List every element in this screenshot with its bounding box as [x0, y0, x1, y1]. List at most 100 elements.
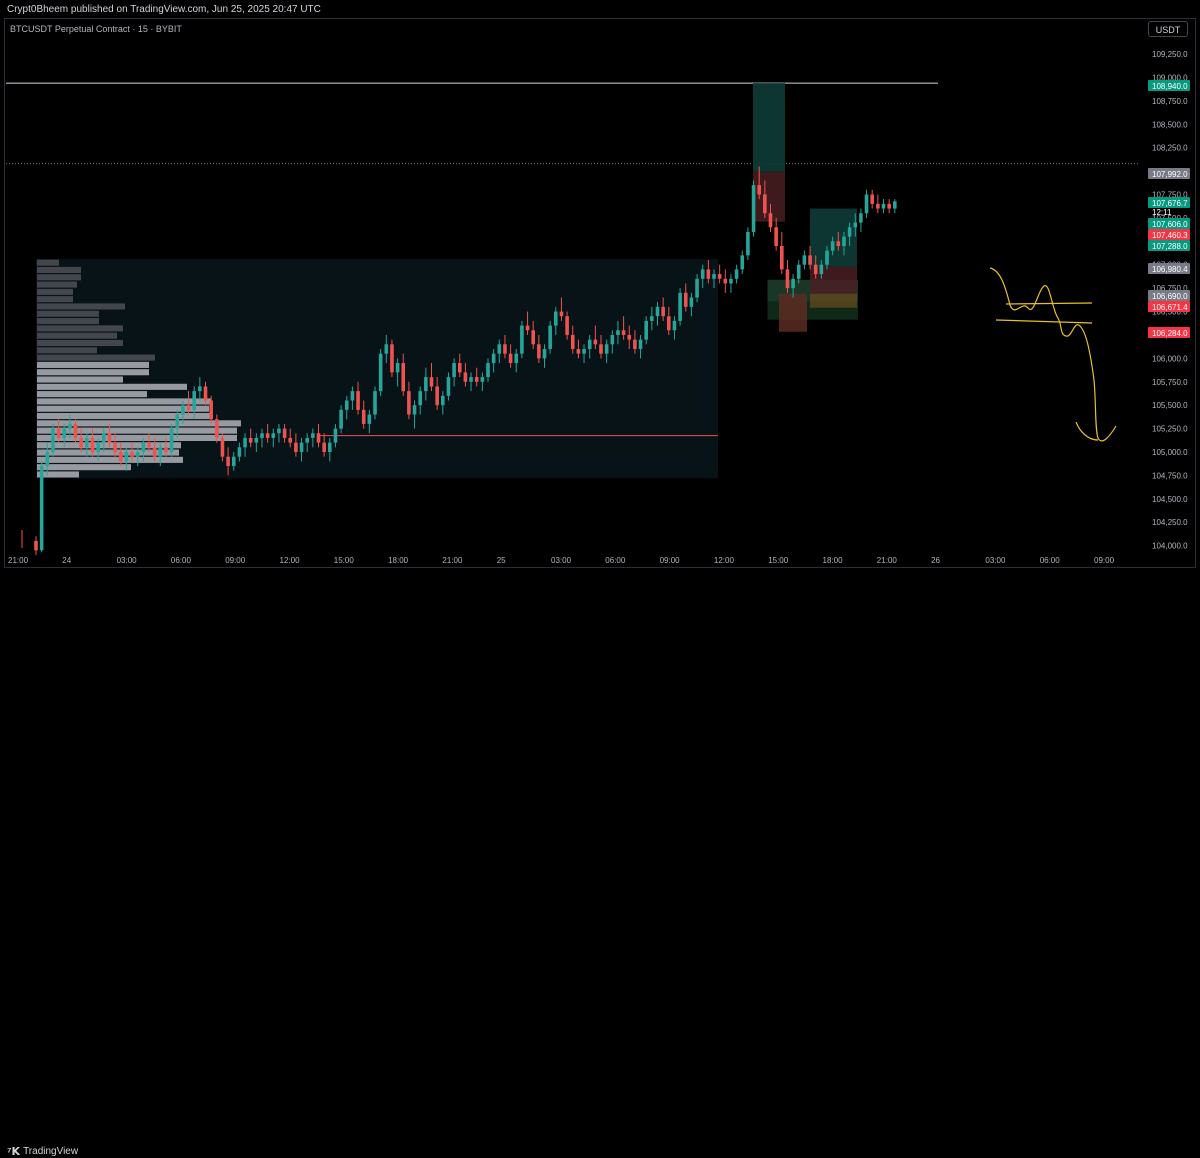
candle-body [695, 278, 699, 298]
volume-profile-bar [37, 427, 237, 434]
candle-body [751, 185, 756, 232]
price-tick-label: 104,750.0 [1152, 471, 1188, 480]
candle-body [373, 391, 377, 415]
candle-body [661, 306, 665, 317]
price-tick-label: 106,000.0 [1152, 354, 1188, 363]
price-label-text: 106,671.4 [1152, 303, 1188, 312]
price-label-badge [1148, 327, 1190, 338]
volume-profile-bar [37, 318, 99, 325]
candle-body [576, 349, 581, 354]
price-label-text: 107,992.0 [1152, 170, 1188, 179]
time-tick-label: 21:00 [442, 556, 463, 565]
volume-profile-bar [37, 361, 149, 368]
candle-body [68, 423, 72, 429]
price-label-badge [1148, 197, 1190, 208]
candle-body [51, 428, 55, 452]
candle-body [542, 349, 547, 359]
annotation-level-line [1005, 302, 1093, 305]
candle-body [73, 423, 78, 438]
candle-body [271, 433, 276, 438]
candle-body [243, 437, 247, 448]
candle-body [237, 447, 242, 457]
candle-body [311, 433, 315, 438]
price-label-text: 108,940.0 [1152, 82, 1188, 91]
candle-body [45, 452, 50, 467]
candle-body [870, 194, 874, 204]
candle-body [757, 185, 761, 195]
symbol-label[interactable]: BTCUSDT Perpetual Contract · 15 · BYBIT [10, 24, 182, 34]
candle-body [299, 442, 304, 452]
price-tick-label: 105,500.0 [1152, 401, 1188, 410]
candle-body [570, 334, 575, 349]
candle-body [390, 344, 394, 373]
candle-body [808, 255, 812, 265]
time-tick-label: 09:00 [660, 556, 681, 565]
candle-body [723, 278, 728, 284]
time-tick-label: 12:00 [714, 556, 735, 565]
candle-body [520, 325, 524, 354]
candle-body [181, 405, 185, 415]
candle-body [446, 377, 451, 396]
tradingview-logo[interactable]: ⁷𝗞 TradingView [7, 1145, 78, 1158]
time-tick-label: 12:00 [280, 556, 301, 565]
volume-profile-bar [37, 434, 237, 441]
candle-body [474, 377, 479, 382]
volume-profile-bar [37, 274, 81, 281]
candle-body [593, 339, 598, 345]
candle-body [525, 325, 530, 331]
candle-body [141, 442, 146, 452]
time-tick-label: 15:00 [768, 556, 789, 565]
candle-body [678, 292, 682, 321]
candle-body [537, 344, 541, 359]
candle-body [480, 377, 485, 382]
countdown-label: 12:11 [1152, 208, 1172, 217]
candle-body [254, 437, 259, 443]
candle-body [429, 377, 434, 387]
time-tick-label: 25 [497, 556, 506, 565]
top-bar: Crypt0Bheem published on TradingView.com… [0, 0, 1200, 18]
volume-profile-bar [37, 332, 117, 339]
candle-body [457, 363, 462, 373]
candle-body [746, 231, 750, 256]
time-tick-label: 06:00 [605, 556, 626, 565]
candle-body [328, 442, 332, 452]
price-label-badge [1148, 301, 1190, 312]
candle-body [819, 264, 824, 275]
candle-body [559, 311, 564, 317]
candle-body [248, 437, 253, 443]
candle-body [650, 316, 654, 321]
time-tick-label: 18:00 [388, 556, 409, 565]
candle-body [802, 255, 807, 265]
candle-body [785, 269, 790, 289]
candle-body [565, 316, 569, 335]
price-label-badge [1148, 218, 1190, 229]
currency-button[interactable]: USDT [1148, 21, 1188, 37]
price-tick-label: 108,750.0 [1152, 97, 1188, 106]
candle-body [768, 213, 773, 228]
candle-body [791, 278, 795, 289]
candle-body [712, 274, 716, 279]
candle-body [395, 363, 400, 373]
volume-profile-bar [37, 310, 99, 317]
volume-profile-bar [37, 303, 125, 310]
price-label-text: 107,606.0 [1152, 220, 1188, 229]
candle-body [294, 442, 298, 452]
candle-body [893, 201, 897, 209]
volume-profile-bar [37, 456, 183, 463]
price-tick-label: 108,500.0 [1152, 120, 1188, 129]
time-tick-label: 21:00 [8, 556, 29, 565]
time-tick-label: 24 [62, 556, 71, 565]
candle-body [175, 414, 180, 429]
candle-body [683, 292, 688, 307]
volume-profile-bar [37, 281, 77, 288]
candle-body [102, 433, 106, 443]
candle-body [215, 419, 219, 438]
candle-body [192, 391, 196, 410]
candle-body [627, 334, 632, 340]
price-chart[interactable]: 109,250.0 109,000.0 108,750.0 108,500.0 108,… [0, 0, 1200, 592]
candle-body [655, 306, 660, 317]
time-tick-label: 03:00 [551, 556, 572, 565]
candle-body [384, 344, 389, 354]
price-tick-label: 105,250.0 [1152, 425, 1188, 434]
candle-body [672, 320, 677, 331]
